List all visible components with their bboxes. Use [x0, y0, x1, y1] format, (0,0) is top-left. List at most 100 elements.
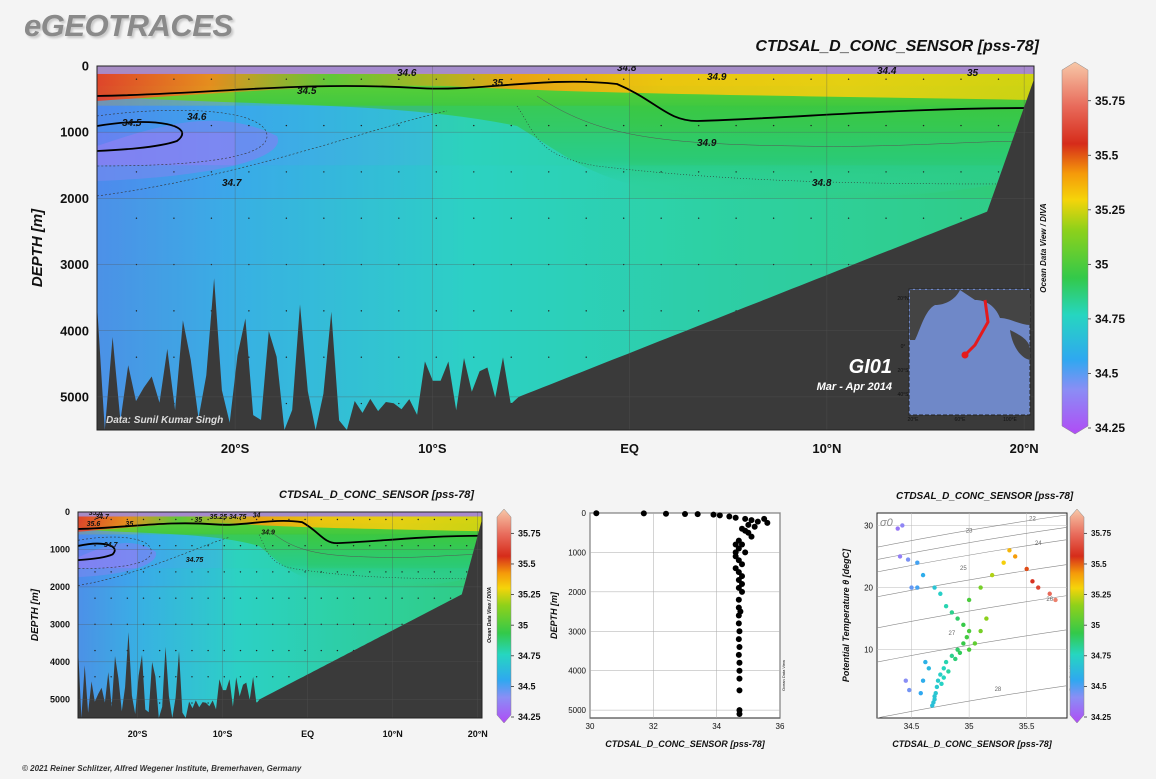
small-station-marker	[239, 597, 242, 599]
ts-data-point	[918, 690, 923, 696]
depth-profile-plot: 30 32 34 36 0 1000 2000 3000 4000 5000 CTDSAL_D_CO…	[549, 509, 786, 749]
small-station-marker	[207, 649, 209, 652]
small-station-marker	[465, 545, 468, 547]
main-station-marker	[885, 402, 887, 405]
small-station-marker	[94, 676, 96, 678]
main-x-tick-label: 20°N	[1010, 441, 1039, 456]
profile-x-axis-label: CTDSAL_D_CONC_SENSOR [pss-78]	[605, 739, 766, 749]
small-station-marker	[175, 571, 177, 573]
profile-y-tick-label: 0	[582, 509, 587, 518]
main-colorbar-label: 34.5	[1095, 367, 1119, 381]
main-station-marker	[323, 263, 325, 266]
main-station-marker	[922, 217, 925, 219]
small-heatmap-cell	[137, 568, 223, 587]
main-plot-frame	[96, 65, 1035, 431]
profile-data-point	[742, 549, 749, 556]
small-station-marker	[255, 571, 258, 573]
main-station-marker	[847, 124, 850, 127]
main-station-marker	[660, 402, 662, 405]
ts-colorbar-label: 34.25	[1091, 713, 1112, 722]
main-station-marker	[210, 310, 213, 312]
main-heatmap-cell	[235, 165, 433, 199]
main-station-marker	[772, 78, 775, 80]
main-station-marker	[398, 124, 400, 127]
small-heatmap-cell	[222, 549, 308, 569]
main-station-marker	[772, 356, 775, 358]
main-x-tick-label: EQ	[620, 441, 639, 456]
ts-density-label: σ0	[880, 517, 894, 529]
inset-map: 20°N 0° 20°S 40°S 20°E 60°E 100°E	[897, 288, 1031, 423]
main-heatmap-cell	[235, 264, 433, 430]
ts-data-point	[907, 687, 912, 693]
small-station-marker	[320, 545, 322, 547]
small-station-marker	[94, 649, 96, 652]
inset-map-australia	[1010, 330, 1030, 360]
ts-isopycnal-label: 26	[1046, 597, 1053, 603]
small-station-marker	[207, 597, 209, 599]
small-station-marker	[126, 571, 129, 573]
main-station-marker	[548, 78, 550, 80]
small-station-marker	[175, 676, 177, 678]
small-station-marker	[142, 597, 145, 599]
small-station-marker	[336, 571, 339, 573]
main-station-marker	[248, 263, 250, 266]
main-surface-fresh-layer	[97, 66, 1034, 74]
ts-data-point	[961, 641, 966, 646]
ts-colorbar-label: 35.5	[1091, 560, 1107, 569]
main-station-marker	[810, 78, 812, 80]
profile-data-point	[739, 588, 745, 595]
ts-data-point	[984, 616, 989, 621]
small-heatmap-cell	[137, 523, 223, 535]
main-station-marker	[622, 171, 625, 173]
ts-data-point	[920, 572, 926, 578]
main-heatmap-cell	[432, 72, 630, 86]
ts-data-point	[961, 622, 966, 628]
main-heatmap-cell	[432, 105, 630, 133]
main-contour-label: 34.6	[187, 112, 207, 123]
footer-credit: © 2021 Reiner Schlitzer, Alfred Wegener …	[22, 764, 302, 773]
main-station-marker	[885, 217, 887, 219]
small-section-axes: 0 1000 2000 3000 4000 5000 20°S 10°S EQ 10°N 20°N D…	[30, 507, 493, 739]
main-contour-label: 34.9	[707, 72, 727, 83]
main-station-marker	[548, 217, 550, 219]
main-contour-label: 35	[967, 68, 979, 79]
main-station-marker	[585, 217, 587, 219]
main-station-marker	[960, 356, 962, 358]
small-station-marker	[239, 676, 242, 678]
main-contour-label: 34.5	[122, 118, 142, 129]
profile-data-point	[735, 612, 742, 619]
main-station-marker	[473, 310, 475, 312]
ts-isopycnal-label: 22	[1029, 516, 1036, 522]
small-station-marker	[255, 676, 258, 678]
main-station-marker	[997, 356, 1000, 358]
main-station-marker	[323, 78, 325, 80]
main-station-marker	[922, 310, 925, 312]
small-x-tick-label: 10°S	[213, 729, 233, 739]
small-station-marker	[239, 545, 242, 547]
ts-x-tick-label: 35.5	[1019, 722, 1035, 731]
main-contour-label: 34.6	[397, 68, 417, 79]
small-colorbar: 35.75 35.5 35.25 35 34.75 34.5 34.25	[496, 508, 541, 724]
inset-map-label: 20°N	[897, 296, 909, 302]
small-heatmap-cell	[307, 586, 393, 625]
small-surface-fresh-layer	[78, 512, 482, 517]
small-station-marker	[158, 571, 161, 573]
small-station-marker	[255, 597, 258, 599]
small-station-marker	[433, 597, 436, 599]
main-station-marker	[735, 356, 737, 358]
main-station-marker	[248, 124, 250, 127]
small-station-marker	[417, 518, 419, 521]
small-station-marker	[369, 571, 371, 573]
main-station-marker	[398, 78, 400, 80]
small-station-marker	[255, 518, 258, 521]
main-y-tick-label: 1000	[60, 125, 89, 140]
main-heatmap-cell	[432, 165, 630, 199]
ts-x-tick-label: 35	[965, 722, 974, 731]
small-station-marker	[110, 649, 112, 652]
main-station-marker	[847, 356, 850, 358]
small-contour-label: 34.75	[186, 557, 204, 564]
main-station-marker	[735, 124, 737, 127]
main-colorbar-label: 34.75	[1095, 312, 1125, 326]
main-station-marker	[772, 263, 775, 266]
main-station-marker	[660, 124, 662, 127]
